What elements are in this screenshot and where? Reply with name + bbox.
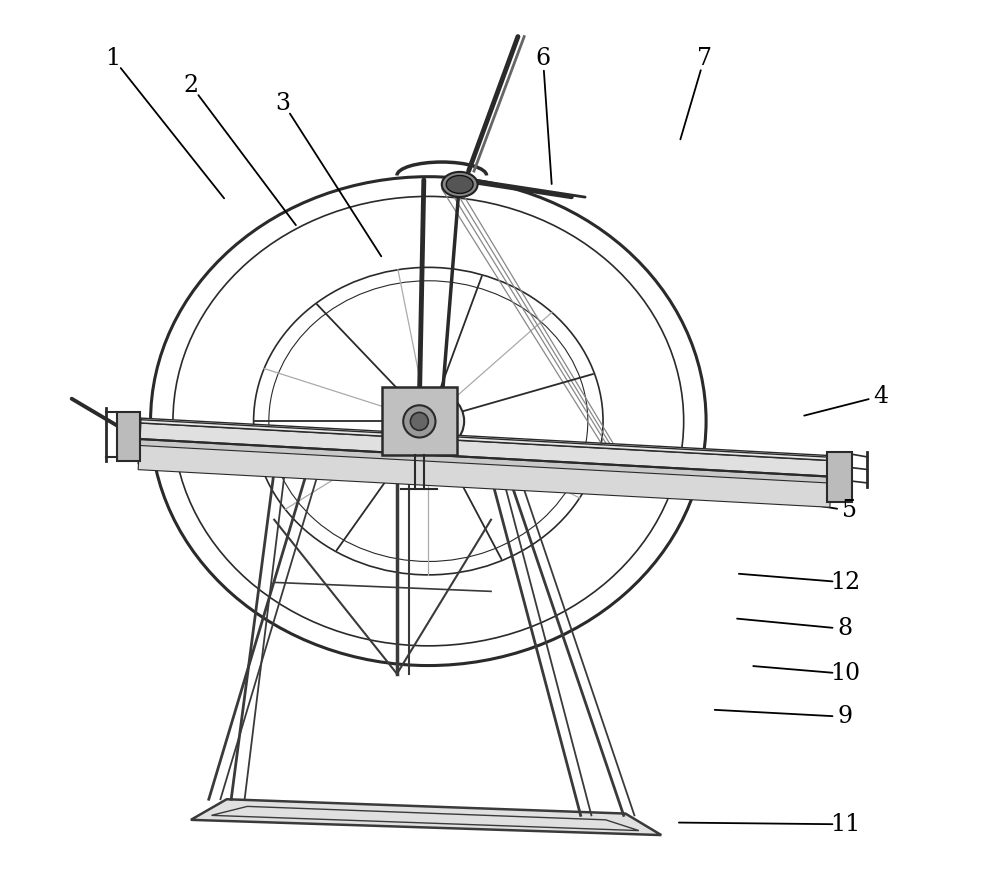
Text: 12: 12 [830,571,860,594]
Text: 5: 5 [842,499,857,522]
Text: 4: 4 [873,384,888,408]
Polygon shape [141,418,833,461]
Bar [827,452,852,502]
Polygon shape [139,423,832,485]
Text: 3: 3 [276,91,291,115]
Ellipse shape [392,390,464,452]
Text: 1: 1 [105,47,120,70]
Text: 9: 9 [837,705,853,728]
Polygon shape [138,439,832,501]
Ellipse shape [446,176,473,194]
Ellipse shape [442,172,478,197]
Polygon shape [138,445,831,507]
Text: 7: 7 [697,47,712,70]
Ellipse shape [410,412,428,430]
Ellipse shape [403,405,435,437]
Bar [117,412,140,461]
Bar [382,387,457,455]
Text: 10: 10 [830,662,860,685]
Polygon shape [191,799,661,835]
Text: 8: 8 [837,617,853,641]
Text: 11: 11 [830,813,860,836]
Ellipse shape [406,401,451,441]
Text: 2: 2 [183,73,198,97]
Text: 6: 6 [535,47,551,70]
